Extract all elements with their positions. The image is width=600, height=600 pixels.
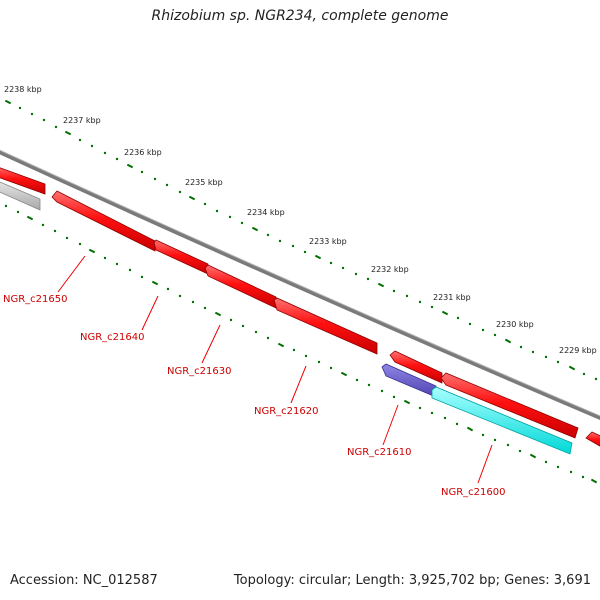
kbp-tick-2237: 2237 kbp: [63, 116, 101, 135]
gene-label-NGR_c21640[interactable]: NGR_c21640: [80, 332, 145, 343]
kbp-tick-2234: 2234 kbp: [247, 208, 285, 231]
gene-labels: NGR_c21650 NGR_c21640 NGR_c21630 NGR_c21…: [3, 294, 506, 498]
kbp-label-2231: 2231 kbp: [433, 293, 471, 302]
genome-map: 2238 kbp 2237 kbp 2236 kbp 2235 kbp 2234…: [0, 0, 600, 600]
callout-line-NGR_c21650: [58, 256, 85, 292]
kbp-label-2238: 2238 kbp: [4, 85, 42, 94]
inner-tick-ring: [5, 205, 597, 484]
gene-NGR_c21620[interactable]: [274, 298, 377, 354]
kbp-tick-2235: 2235 kbp: [185, 178, 223, 200]
kbp-tick-2231: 2231 kbp: [433, 293, 471, 315]
kbp-label-2232: 2232 kbp: [371, 265, 409, 274]
accession-text: Accession: NC_012587: [10, 573, 158, 588]
kbp-tick-2232: 2232 kbp: [371, 265, 409, 287]
kbp-label-2237: 2237 kbp: [63, 116, 101, 125]
callout-line-NGR_c21630: [202, 325, 220, 363]
gene-label-NGR_c21620[interactable]: NGR_c21620: [254, 406, 319, 417]
kbp-label-2230: 2230 kbp: [496, 320, 534, 329]
genome-map-view: Rhizobium sp. NGR234, complete genome: [0, 0, 600, 600]
kbp-label-2229: 2229 kbp: [559, 346, 597, 355]
kbp-label-2233: 2233 kbp: [309, 237, 347, 246]
gene-label-NGR_c21600[interactable]: NGR_c21600: [441, 487, 506, 498]
callout-line-NGR_c21640: [142, 296, 158, 330]
gene-label-NGR_c21610[interactable]: NGR_c21610: [347, 447, 412, 458]
kbp-tick-2238: 2238 kbp: [4, 85, 42, 104]
kbp-tick-2229: 2229 kbp: [559, 346, 597, 370]
gene-label-NGR_c21630[interactable]: NGR_c21630: [167, 366, 232, 377]
kbp-label-2235: 2235 kbp: [185, 178, 223, 187]
genome-summary-text: Topology: circular; Length: 3,925,702 bp…: [234, 573, 591, 588]
gene-feature-right-partial[interactable]: [586, 432, 600, 449]
kbp-tick-2233: 2233 kbp: [309, 237, 347, 259]
gene-label-NGR_c21650[interactable]: NGR_c21650: [3, 294, 68, 305]
kbp-tick-2236: 2236 kbp: [124, 148, 162, 168]
callout-line-NGR_c21600: [478, 445, 492, 483]
callout-line-NGR_c21610: [383, 405, 398, 445]
kbp-label-2236: 2236 kbp: [124, 148, 162, 157]
kbp-tick-2230: 2230 kbp: [496, 320, 534, 343]
kbp-label-2234: 2234 kbp: [247, 208, 285, 217]
callout-line-NGR_c21620: [291, 366, 306, 403]
